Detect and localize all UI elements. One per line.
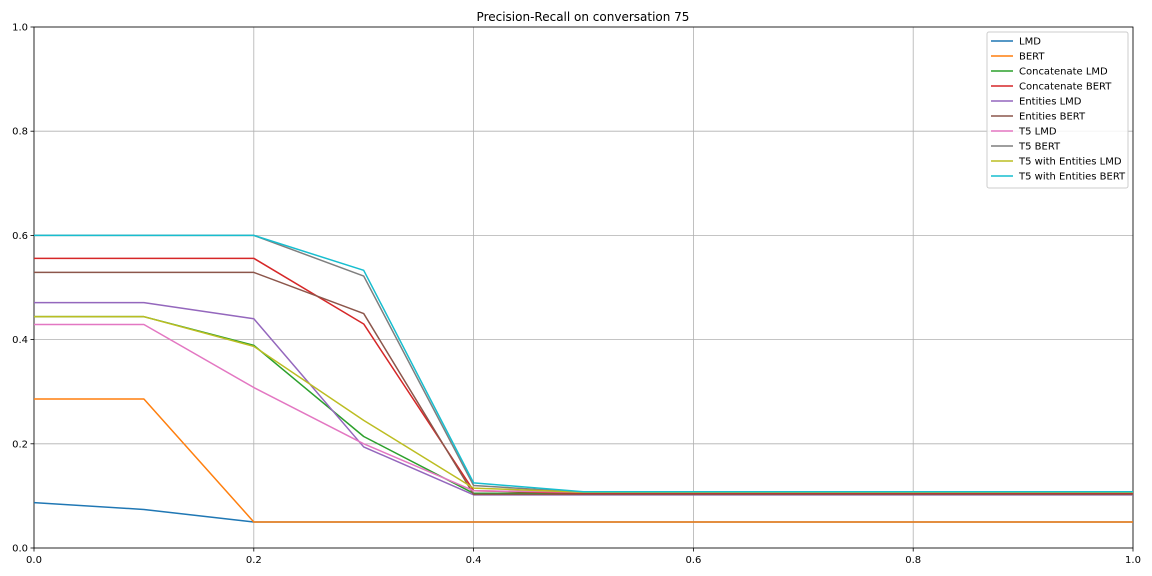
y-tick-label: 0.4: [12, 335, 28, 346]
legend-entry-label: Concatenate LMD: [1019, 67, 1108, 78]
legend-entry-label: T5 LMD: [1018, 127, 1057, 138]
y-tick-label: 0.8: [12, 127, 28, 138]
y-tick-label: 0.0: [12, 544, 28, 555]
series-line-bert: [34, 398, 1133, 523]
x-tick-label: 0.2: [246, 555, 262, 566]
legend-box: [986, 31, 1129, 189]
legend-entry-label: Entities LMD: [1019, 97, 1082, 108]
series-line-t5-with-entities-bert: [34, 234, 1133, 493]
plot-area: [33, 26, 1134, 549]
series-lines: [33, 234, 1133, 523]
legend-entry-label: Concatenate BERT: [1019, 82, 1112, 93]
y-tick-label: 0.2: [12, 439, 28, 450]
legend-entry-label: T5 BERT: [1018, 142, 1061, 153]
series-line-entities-bert: [34, 271, 1133, 496]
chart-title: Precision-Recall on conversation 75: [477, 10, 690, 24]
x-tick-label: 1.0: [1125, 555, 1141, 566]
x-tick-label: 0.8: [905, 555, 921, 566]
y-tick-label: 1.0: [12, 23, 28, 34]
y-tick-label: 0.6: [12, 231, 28, 242]
legend: LMD BERT Concatenate LMD Concatenate BERT En…: [986, 31, 1129, 189]
x-tick-label: 0.6: [685, 555, 701, 566]
legend-entry-label: BERT: [1019, 52, 1045, 63]
axis-ticks: 0.0 0.2 0.4 0.6 0.8 1.0 0.0 0.2 0.4 0.6 0.8 1.0: [12, 23, 1141, 567]
legend-entry-label: T5 with Entities BERT: [1018, 172, 1126, 183]
x-tick-label: 0.0: [26, 555, 42, 566]
legend-entry-label: Entities BERT: [1019, 112, 1086, 123]
x-tick-label: 0.4: [466, 555, 482, 566]
legend-entry-label: LMD: [1019, 37, 1041, 48]
legend-entry-label: T5 with Entities LMD: [1018, 157, 1122, 168]
series-line-concatenate-bert: [34, 257, 1133, 495]
